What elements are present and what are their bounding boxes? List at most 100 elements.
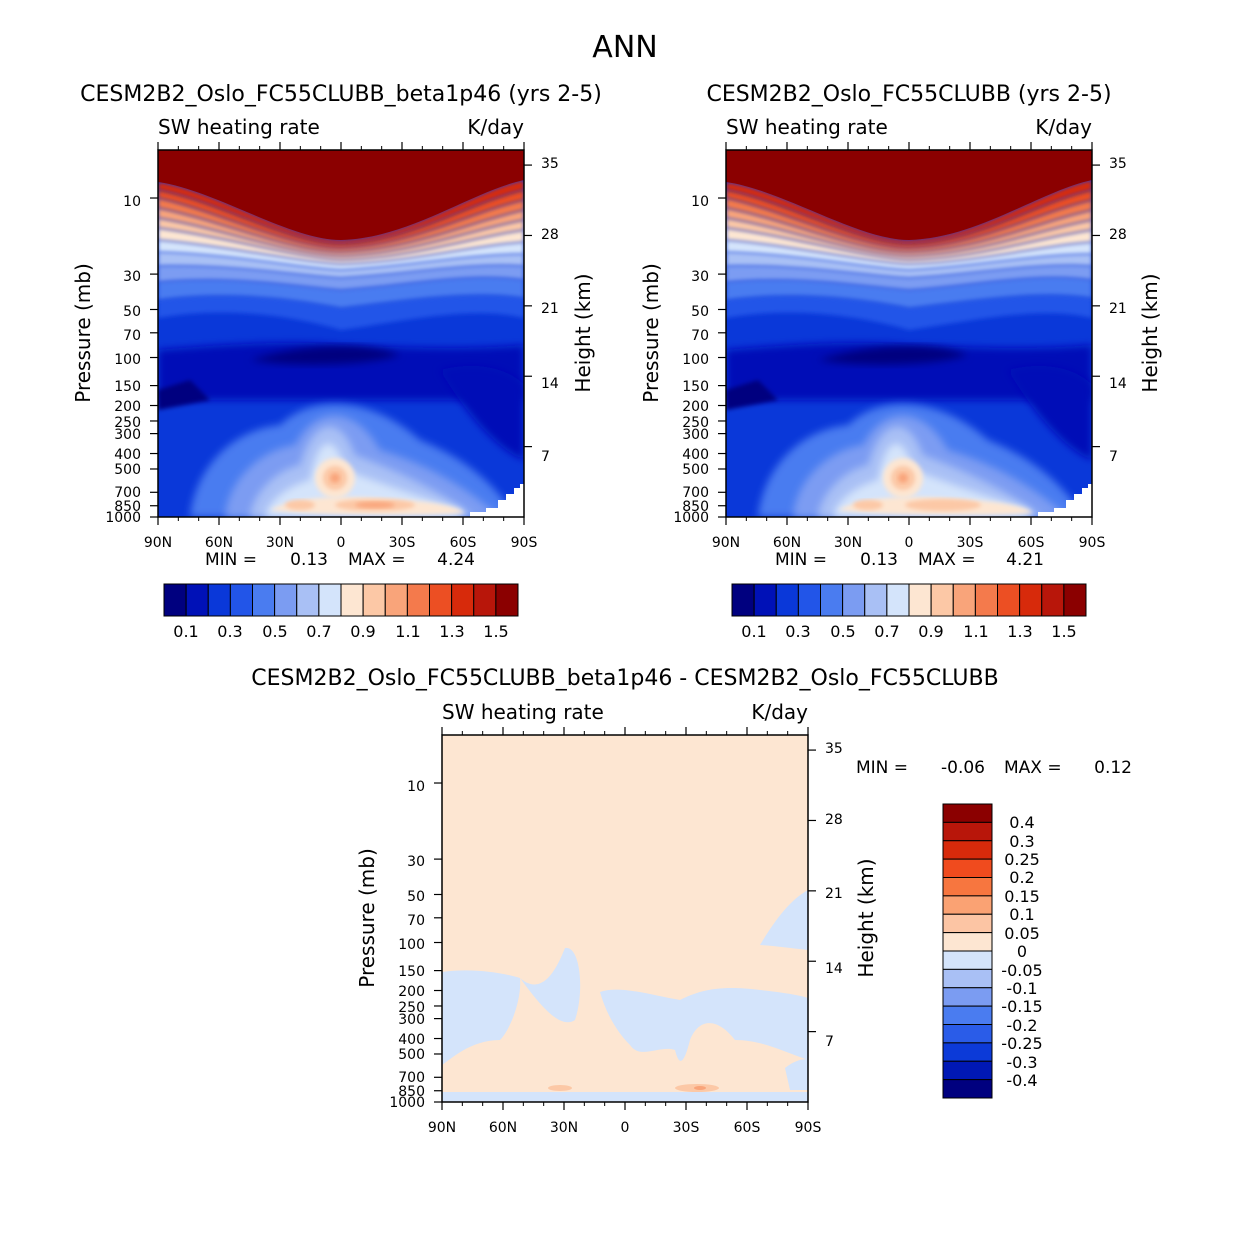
contour-band xyxy=(158,252,524,278)
y-right-tick-label: 7 xyxy=(825,1034,834,1050)
x-tick-label: 60N xyxy=(205,535,233,551)
colorbar-label: 0.5 xyxy=(830,622,855,641)
colorbar-swatch xyxy=(797,583,821,617)
colorbar-label: -0.4 xyxy=(1006,1071,1037,1090)
colorbar-label: 0.2 xyxy=(1009,868,1034,887)
colorbar-swatch xyxy=(207,583,231,617)
colorbar-label: 0.3 xyxy=(1009,832,1034,851)
y-tick-label: 400 xyxy=(398,1032,425,1048)
colorbar-label: 0.3 xyxy=(785,622,810,641)
y-right-axis-label: Height (km) xyxy=(571,273,595,392)
colorbar-swatch xyxy=(731,583,755,617)
y-tick-label: 30 xyxy=(407,854,425,870)
y-right-tick-label: 28 xyxy=(1109,227,1127,243)
contour-band xyxy=(726,380,778,410)
colorbar-swatch xyxy=(974,583,998,617)
y-tick-label: 150 xyxy=(114,379,141,395)
colorbar-swatch xyxy=(163,583,187,617)
contour-band xyxy=(726,198,1092,252)
y-right-tick-label: 35 xyxy=(825,741,843,757)
figure-title: ANN xyxy=(592,30,657,65)
colorbar-swatch xyxy=(997,583,1021,617)
y-tick-label: 700 xyxy=(114,485,141,501)
x-tick-label: 60S xyxy=(734,1120,761,1136)
colorbar-swatch xyxy=(930,583,954,617)
colorbar-swatch xyxy=(942,1060,993,1081)
x-tick-label: 90S xyxy=(1079,535,1106,551)
colorbar-label: 0.1 xyxy=(1009,905,1034,924)
contour-band xyxy=(158,342,524,400)
colorbar-swatch xyxy=(942,932,993,952)
y-axis-label: Pressure (mb) xyxy=(71,263,95,403)
x-tick-label: 30S xyxy=(673,1120,700,1136)
colorbar-label: -0.25 xyxy=(1001,1034,1042,1053)
y-tick-label: 200 xyxy=(398,984,425,1000)
contour-band xyxy=(158,380,210,410)
contour-band xyxy=(726,228,1092,264)
x-tick-label: 30N xyxy=(550,1120,578,1136)
min-label: MIN = xyxy=(856,758,908,778)
colorbar-label: -0.2 xyxy=(1006,1016,1037,1035)
y-tick-label: 70 xyxy=(407,913,425,929)
colorbar-swatch xyxy=(864,583,888,617)
y-tick-label: 30 xyxy=(123,269,141,285)
min-value: 0.13 xyxy=(290,550,328,570)
contour-band xyxy=(158,150,524,240)
contour-band xyxy=(600,988,808,1061)
left-subtitle: SW heating rate xyxy=(726,115,888,139)
contour-band xyxy=(726,190,1092,248)
x-tick-label: 90S xyxy=(795,1120,822,1136)
y-tick-label: 700 xyxy=(682,485,709,501)
contour-band xyxy=(726,265,1092,290)
colorbar-swatch xyxy=(886,583,910,617)
colorbar-swatch xyxy=(775,583,799,617)
contour-band xyxy=(905,499,981,511)
contour-band xyxy=(158,228,524,264)
colorbar-label: 0.4 xyxy=(1009,813,1034,832)
topography-mask xyxy=(1038,484,1092,517)
x-tick-label: 0 xyxy=(337,535,346,551)
colorbar-label: 0.15 xyxy=(1004,887,1040,906)
contour-band xyxy=(760,890,808,950)
colorbar-label: 0.9 xyxy=(918,622,943,641)
y-right-tick-label: 7 xyxy=(1109,449,1118,465)
contour-band xyxy=(440,365,524,460)
contour-field xyxy=(442,735,808,1102)
y-tick-label: 250 xyxy=(682,415,709,431)
x-tick-label: 60S xyxy=(1018,535,1045,551)
colorbar-label: 1.3 xyxy=(1007,622,1032,641)
max-label: MAX = xyxy=(348,550,406,570)
colorbar-swatch xyxy=(820,583,844,617)
contour-band xyxy=(158,277,524,308)
colorbar-swatch xyxy=(942,913,993,934)
colorbar-swatch xyxy=(942,840,993,860)
colorbar-label: 0.7 xyxy=(306,622,331,641)
y-tick-label: 100 xyxy=(114,352,141,368)
colorbar-label: 0.25 xyxy=(1004,850,1040,869)
contour-band xyxy=(726,150,1092,240)
contour-band xyxy=(726,342,1092,400)
x-tick-label: 90N xyxy=(712,535,740,551)
contour-band xyxy=(158,180,524,244)
contour-band xyxy=(548,1085,572,1091)
y-tick-label: 10 xyxy=(407,779,425,795)
colorbar-swatch xyxy=(362,583,386,617)
colorbar-swatch xyxy=(908,583,932,617)
max-value: 4.24 xyxy=(437,550,475,570)
colorbar-label: -0.05 xyxy=(1001,961,1042,980)
min-value: 0.13 xyxy=(860,550,898,570)
y-tick-label: 250 xyxy=(398,1000,425,1016)
colorbar-swatch xyxy=(842,583,866,617)
x-tick-label: 90N xyxy=(428,1120,456,1136)
colorbar-label: -0.15 xyxy=(1001,997,1042,1016)
y-tick-label: 400 xyxy=(682,447,709,463)
y-tick-label: 1000 xyxy=(673,510,709,526)
contour-band xyxy=(158,208,524,256)
contour-band xyxy=(442,1092,808,1102)
contour-band xyxy=(694,1086,706,1090)
x-tick-label: 60S xyxy=(450,535,477,551)
colorbar-label: 1.1 xyxy=(963,622,988,641)
right-subtitle: K/day xyxy=(1035,115,1092,139)
panel-title: CESM2B2_Oslo_FC55CLUBB_beta1p46 - CESM2B… xyxy=(251,666,998,691)
x-tick-label: 30S xyxy=(957,535,984,551)
